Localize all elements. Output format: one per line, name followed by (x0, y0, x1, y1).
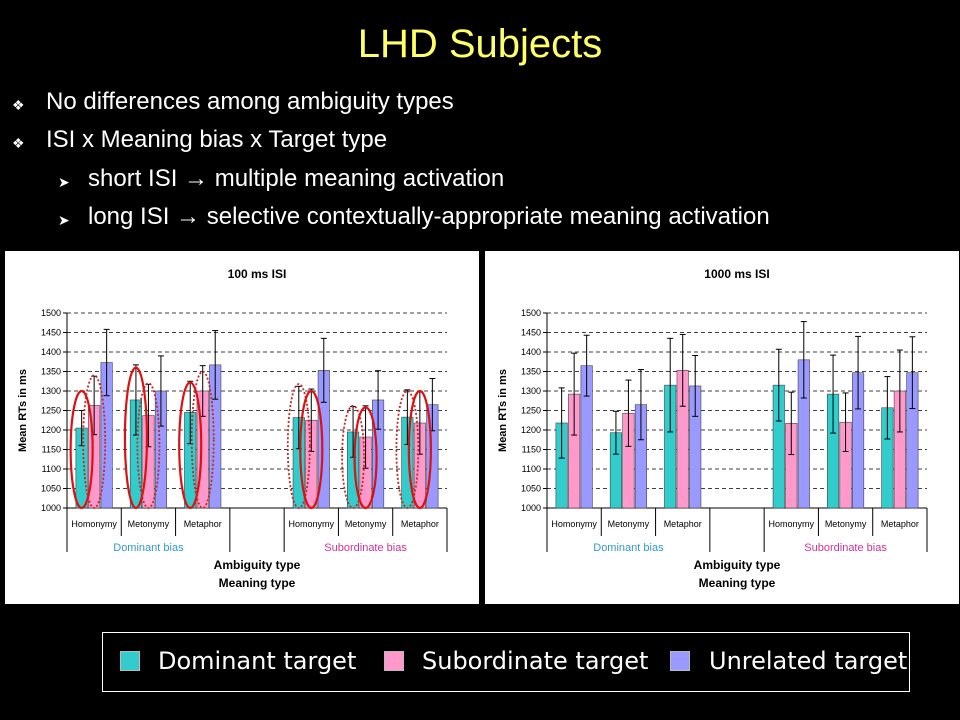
chart-title: 100 ms ISI (228, 267, 287, 281)
category-label: Metonymy (345, 519, 387, 529)
y-tick-label: 1450 (41, 328, 61, 338)
y-tick-label: 1200 (41, 425, 61, 435)
bullet-text: short ISI → multiple meaning activation (88, 165, 505, 192)
category-label: Metaphor (664, 519, 702, 529)
y-tick-label: 1450 (521, 328, 541, 338)
y-tick-label: 1100 (42, 464, 61, 474)
x-axis-label: Ambiguity type (214, 558, 301, 572)
chart-panel-1000ms: 1000 ms ISI 1000 1050 1100 1150 1200 1250 1300 1… (485, 251, 959, 604)
y-axis-label: Mean RTs in ms (17, 369, 29, 452)
y-tick-label: 1050 (521, 484, 541, 494)
chart-panel-100ms: 100 ms ISI 1000 1050 1100 1150 1200 1250 1300 13… (5, 251, 479, 604)
category-label: Homonymy (769, 519, 815, 529)
category-label: Metaphor (401, 519, 439, 529)
slide-title: LHD Subjects (357, 22, 603, 66)
emphasis-ellipse-dotted (82, 374, 107, 509)
group-label: Dominant bias (593, 542, 664, 554)
emphasis-ellipse-dotted (190, 370, 215, 509)
arrowhead-bullet-icon: ➤ (58, 174, 70, 190)
category-label: Metaphor (881, 519, 919, 529)
emphasis-ellipse (123, 366, 149, 510)
x-axis-label: Ambiguity type (694, 558, 781, 572)
emphasis-ellipse (69, 389, 94, 510)
group-label: Dominant bias (113, 542, 184, 554)
category-label: Metonymy (608, 519, 650, 529)
legend-swatch-unrelated (670, 651, 690, 671)
chart-title: 1000 ms ISI (704, 267, 769, 281)
category-label: Metonymy (825, 519, 867, 529)
emphasis-ellipse-dotted (286, 383, 311, 509)
legend-label-dominant: Dominant target (158, 647, 357, 675)
x-axis-label-2: Meaning type (219, 576, 296, 590)
emphasis-ellipse-dotted (395, 390, 420, 509)
y-tick-label: 1400 (521, 347, 541, 357)
category-label: Metonymy (128, 519, 170, 529)
category-label: Homonymy (551, 519, 597, 529)
emphasis-ellipse (407, 389, 432, 510)
group-label: Subordinate bias (324, 542, 407, 554)
group-label: Subordinate bias (804, 542, 887, 554)
y-tick-label: 1500 (41, 308, 61, 318)
diamond-bullet-icon: ❖ (12, 97, 25, 113)
legend-swatch-subordinate (384, 651, 404, 671)
chart-1000ms: 1000 ms ISI 1000 1050 1100 1150 1200 1250 1300 1… (497, 267, 928, 590)
y-tick-label: 1150 (522, 445, 541, 455)
y-tick-label: 1500 (521, 308, 541, 318)
bullet-text: long ISI → selective contextually-approp… (88, 203, 770, 230)
emphasis-ellipse-dotted (341, 404, 365, 509)
diamond-bullet-icon: ❖ (12, 135, 25, 151)
y-tick-label: 1250 (41, 406, 61, 416)
legend-swatch-dominant (120, 651, 140, 671)
emphasis-ellipse (353, 406, 378, 510)
y-tick-label: 1250 (521, 406, 541, 416)
y-tick-label: 1000 (521, 503, 541, 513)
bullet-text: No differences among ambiguity types (46, 88, 454, 115)
legend-label-unrelated: Unrelated target (709, 647, 908, 675)
y-tick-label: 1300 (41, 386, 61, 396)
y-tick-label: 1400 (41, 347, 61, 357)
bullet-list: ❖ No differences among ambiguity types ❖… (0, 0, 960, 240)
legend-label-subordinate: Subordinate target (422, 647, 649, 675)
category-label: Homonymy (289, 519, 335, 529)
y-axis-label: Mean RTs in ms (497, 369, 509, 452)
y-tick-label: 1350 (41, 367, 61, 377)
y-tick-label: 1300 (521, 386, 541, 396)
emphasis-ellipse-dotted (136, 382, 161, 509)
y-tick-label: 1000 (41, 503, 61, 513)
legend: Dominant target Subordinate target Unrel… (102, 632, 910, 692)
emphasis-ellipse (299, 389, 324, 510)
bullet-text: ISI x Meaning bias x Target type (46, 126, 388, 153)
y-tick-label: 1100 (522, 464, 541, 474)
y-tick-label: 1150 (42, 445, 61, 455)
x-axis-label-2: Meaning type (699, 576, 776, 590)
y-tick-label: 1350 (521, 367, 541, 377)
chart-100ms: 100 ms ISI 1000 1050 1100 1150 1200 1250 1300 13… (17, 267, 448, 590)
category-label: Metaphor (184, 519, 222, 529)
y-tick-label: 1200 (521, 425, 541, 435)
category-label: Homonymy (71, 519, 117, 529)
emphasis-ellipse (178, 381, 203, 510)
arrowhead-bullet-icon: ➤ (58, 212, 70, 228)
y-tick-label: 1050 (41, 484, 61, 494)
